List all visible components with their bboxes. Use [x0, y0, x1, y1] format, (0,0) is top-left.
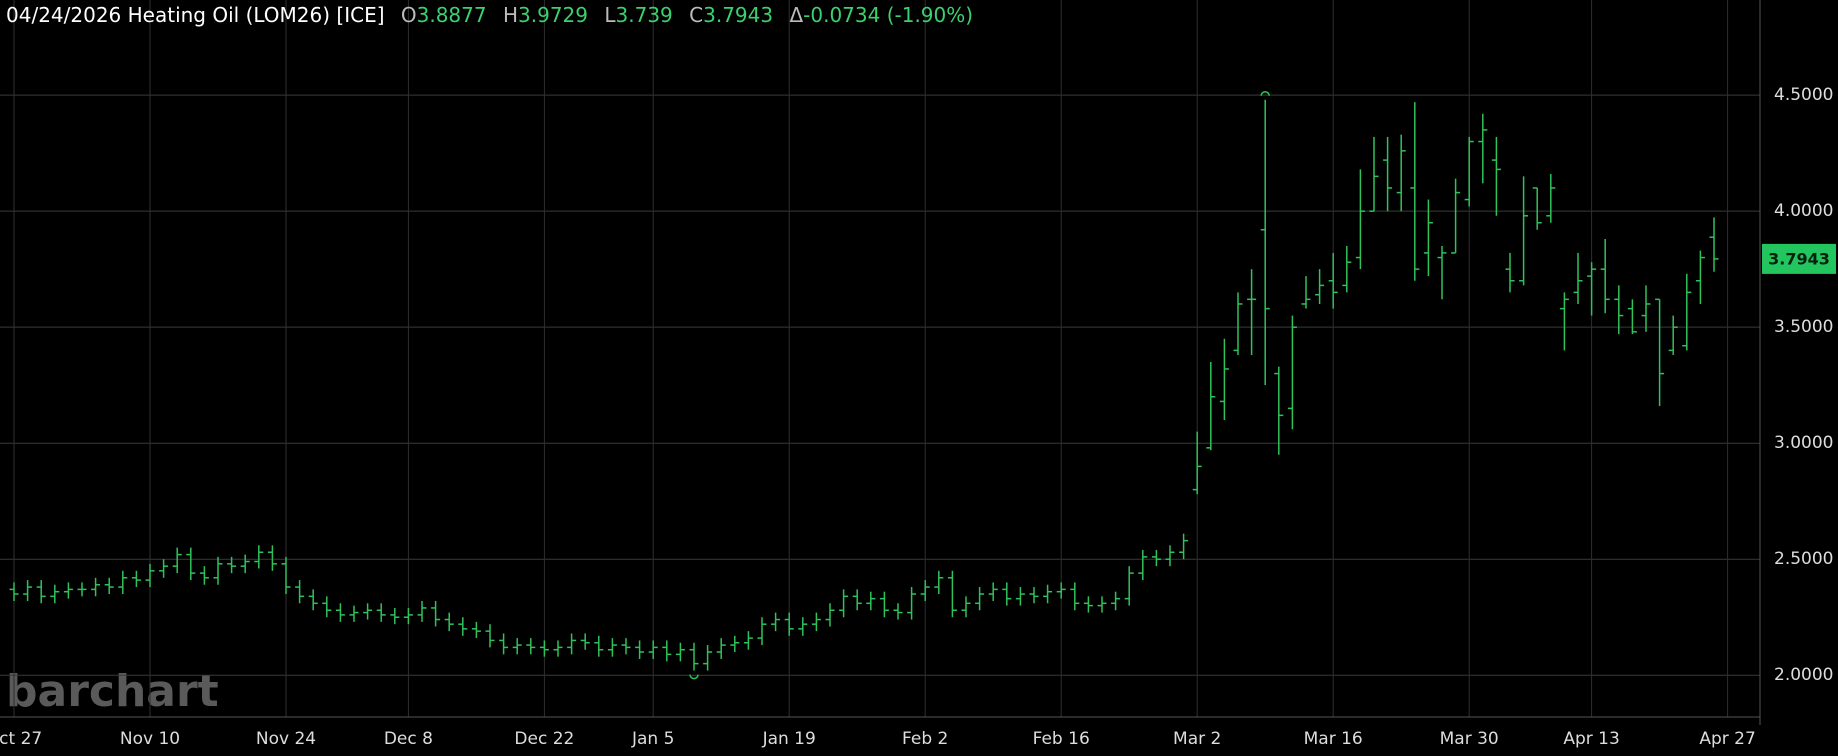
- quote-header: 04/24/2026 Heating Oil (LOM26) [ICE] O3.…: [6, 3, 973, 27]
- x-tick-label: Jan 5: [631, 729, 674, 749]
- y-tick-label: 4.0000: [1774, 201, 1833, 221]
- x-tick-label: Jan 19: [762, 729, 816, 749]
- y-tick-label: 4.5000: [1774, 85, 1833, 105]
- x-tick-label: Apr 27: [1699, 729, 1755, 749]
- x-tick-label: Apr 13: [1563, 729, 1619, 749]
- x-tick-label: Oct 27: [0, 729, 42, 749]
- high-marker: [1260, 91, 1270, 96]
- open-label: O: [400, 3, 417, 27]
- last-price-box: [1762, 243, 1836, 274]
- y-tick-label: 3.5000: [1774, 317, 1833, 337]
- close-value: 3.7943: [703, 3, 774, 27]
- x-tick-label: Mar 30: [1440, 729, 1499, 749]
- x-tick-label: Nov 24: [256, 729, 316, 749]
- low-label: L: [604, 3, 616, 27]
- watermark: barchart: [6, 666, 219, 717]
- x-tick-label: Feb 16: [1033, 729, 1090, 749]
- last-price-label: 3.7943: [1768, 249, 1830, 268]
- high-value: 3.9729: [518, 3, 588, 27]
- change-label: Δ: [789, 3, 804, 27]
- x-tick-label: Mar 16: [1304, 729, 1363, 749]
- low-marker: [689, 674, 699, 680]
- change-percent: (-1.90%): [886, 3, 974, 27]
- x-tick-label: Dec 22: [514, 729, 574, 749]
- x-tick-label: Nov 10: [120, 729, 180, 749]
- close-label: C: [689, 3, 704, 27]
- y-tick-label: 2.5000: [1774, 549, 1833, 569]
- change-value: -0.0734: [803, 3, 881, 27]
- y-tick-label: 3.0000: [1774, 433, 1833, 453]
- open-value: 3.8877: [416, 3, 487, 27]
- price-bars: [9, 99, 1719, 671]
- y-tick-label: 2.0000: [1774, 665, 1833, 685]
- x-tick-label: Feb 2: [902, 729, 948, 749]
- chart-title: 04/24/2026 Heating Oil (LOM26) [ICE]: [6, 3, 385, 27]
- low-value: 3.739: [615, 3, 673, 27]
- x-tick-label: Mar 2: [1173, 729, 1221, 749]
- high-label: H: [502, 3, 519, 27]
- x-tick-label: Dec 8: [384, 729, 433, 749]
